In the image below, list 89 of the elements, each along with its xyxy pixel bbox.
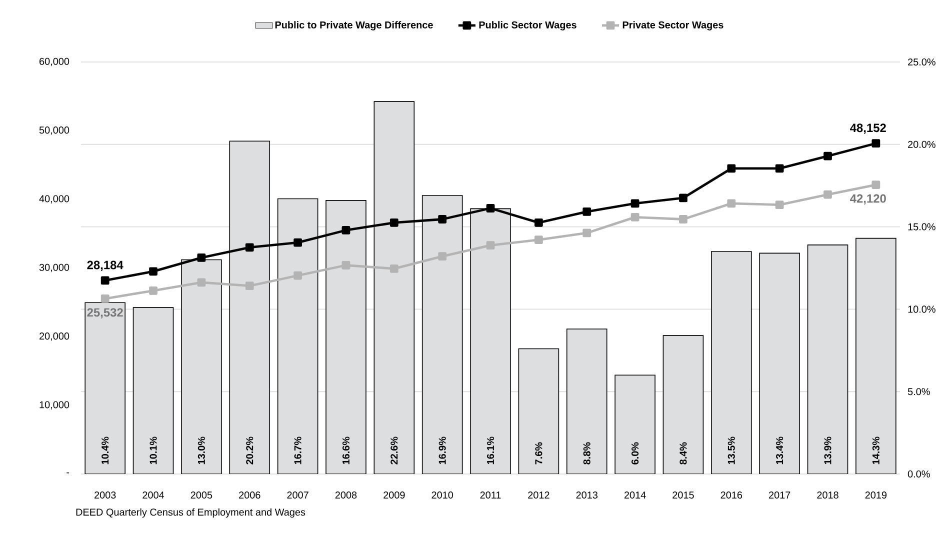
point xyxy=(534,236,543,244)
y-tick-label: 10,000 xyxy=(40,401,70,410)
data-label: 16.7% xyxy=(294,436,302,464)
data-label: 6.0% xyxy=(632,442,639,464)
legend-label: Public Sector Wages xyxy=(479,21,576,30)
point xyxy=(679,194,688,202)
data-label: 8.8% xyxy=(583,442,590,464)
x-tick-label: 2017 xyxy=(768,492,790,499)
point xyxy=(245,282,254,290)
point xyxy=(294,238,302,247)
data-label: 13.5% xyxy=(728,436,735,464)
y2-tick-label: 25.0% xyxy=(908,58,936,66)
point xyxy=(824,152,832,160)
x-tick-label: 2014 xyxy=(624,492,646,499)
y-tick-label: 60,000 xyxy=(40,58,70,66)
point xyxy=(149,267,158,276)
legend-label: Private Sector Wages xyxy=(622,21,724,30)
point xyxy=(534,218,543,227)
point xyxy=(197,278,206,287)
data-label: 20.2% xyxy=(246,436,254,464)
point xyxy=(294,271,302,280)
y2-tick-label: 20.0% xyxy=(908,140,936,148)
point xyxy=(727,199,736,208)
y-tick-label: 50,000 xyxy=(39,126,70,135)
point xyxy=(149,286,158,295)
point xyxy=(390,264,398,273)
point xyxy=(486,204,495,212)
data-label: 16.1% xyxy=(486,436,494,464)
x-tick-label: 2009 xyxy=(384,492,405,499)
x-tick-label: 2013 xyxy=(576,492,598,499)
point xyxy=(342,226,350,234)
data-label: 10.4% xyxy=(102,436,109,464)
point xyxy=(100,294,110,303)
data-label: 8.4% xyxy=(680,442,687,464)
data-label: 10.1% xyxy=(150,436,157,464)
data-label: 28,184 xyxy=(87,260,124,271)
data-label: 16.9% xyxy=(438,436,446,464)
y2-tick-label: 5.0% xyxy=(908,388,930,396)
point xyxy=(390,218,398,227)
x-tick-label: 2018 xyxy=(817,492,838,499)
x-tick-label: 2016 xyxy=(720,492,742,499)
data-label: 7.6% xyxy=(535,442,542,464)
x-tick-label: 2012 xyxy=(528,492,550,499)
point xyxy=(100,276,110,285)
y-tick-label: 40,000 xyxy=(39,195,70,204)
y2-tick-label: 15.0% xyxy=(908,223,936,230)
data-label: 22.6% xyxy=(390,436,398,464)
data-label: 13.9% xyxy=(824,436,832,464)
point xyxy=(582,207,592,216)
x-tick-label: 2007 xyxy=(287,492,308,499)
x-tick-label: 2019 xyxy=(865,492,887,499)
point xyxy=(727,164,736,173)
y-tick-label: - xyxy=(66,472,70,474)
point xyxy=(245,243,254,252)
text: DEED Quarterly Census of Employment and Wages xyxy=(76,508,306,518)
legend-label: Public to Private Wage Difference xyxy=(275,21,433,30)
data-label: 14.3% xyxy=(872,436,880,464)
data-label: 42,120 xyxy=(850,194,886,204)
y-tick-label: 30,000 xyxy=(39,264,70,272)
point xyxy=(582,228,592,238)
x-tick-label: 2010 xyxy=(432,492,454,499)
y2-tick-label: 10.0% xyxy=(908,306,936,313)
point xyxy=(872,180,880,189)
x-tick-label: 2011 xyxy=(480,492,501,499)
x-tick-label: 2003 xyxy=(94,492,116,499)
point xyxy=(872,139,880,148)
data-label: 25,532 xyxy=(87,308,123,318)
point xyxy=(630,199,640,208)
point xyxy=(342,261,350,270)
y2-tick-label: 0.0% xyxy=(908,470,930,478)
point xyxy=(197,253,206,262)
point xyxy=(775,164,784,173)
point xyxy=(630,212,640,222)
data-label: 48,152 xyxy=(850,124,886,134)
data-label: 13.4% xyxy=(776,436,784,464)
point xyxy=(679,215,688,224)
x-tick-label: 2004 xyxy=(142,492,164,499)
x-tick-label: 2008 xyxy=(335,492,357,499)
y-tick-label: 20,000 xyxy=(40,332,70,341)
x-tick-label: 2006 xyxy=(239,492,260,499)
point xyxy=(438,215,447,224)
point xyxy=(824,190,832,199)
x-tick-label: 2005 xyxy=(190,492,212,499)
point xyxy=(486,241,495,250)
data-label: 13.0% xyxy=(198,436,205,464)
point xyxy=(438,252,447,261)
data-label: 16.6% xyxy=(342,436,350,464)
point xyxy=(775,200,784,210)
x-tick-label: 2015 xyxy=(672,492,694,499)
